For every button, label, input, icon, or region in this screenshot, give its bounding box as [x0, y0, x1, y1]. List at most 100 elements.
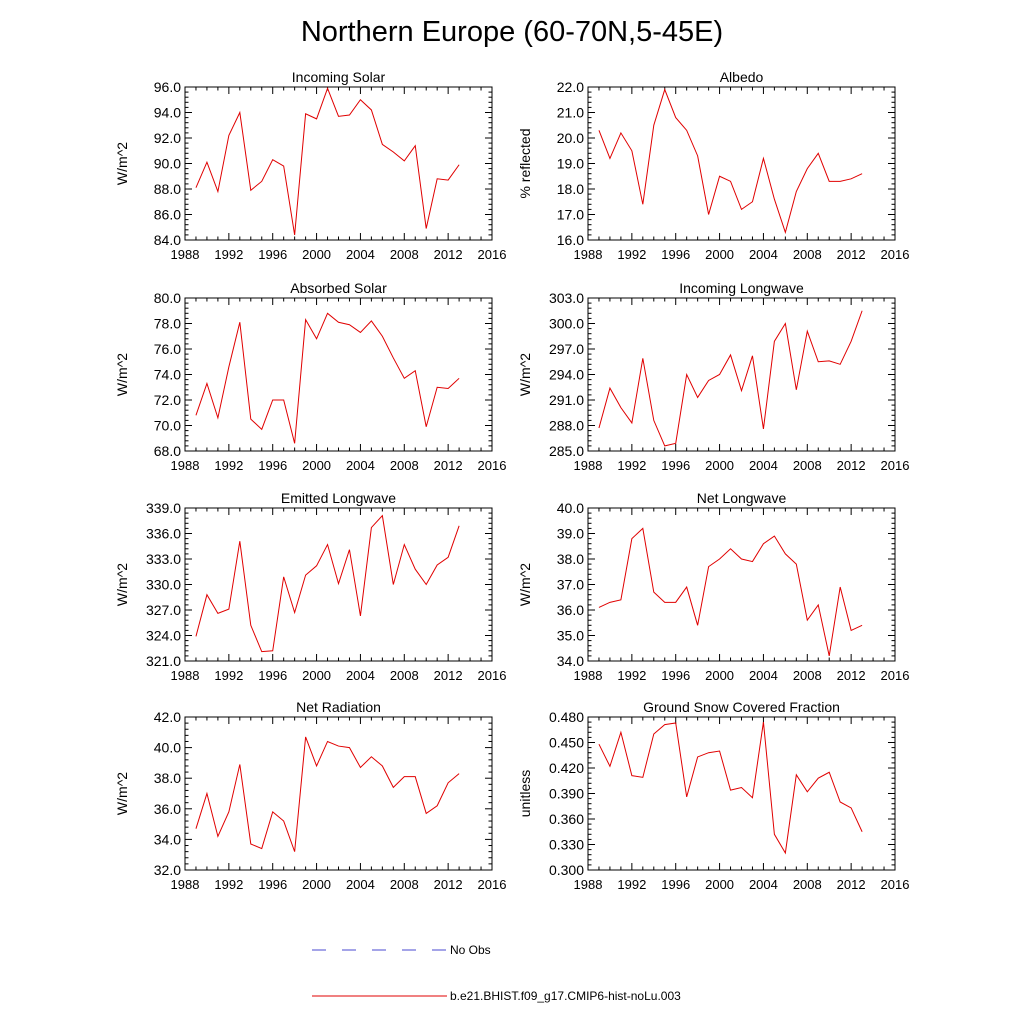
panel-5: Emitted Longwave W/m^2 1988 1992 1996 2000 200… [114, 490, 506, 683]
y-tick-label: 92.0 [154, 130, 181, 146]
y-tick-label: 36.0 [557, 602, 584, 618]
y-tick-label: 300.0 [549, 316, 584, 332]
x-tick-label: 2004 [346, 668, 375, 683]
x-tick-label: 1988 [171, 247, 200, 262]
y-axis-label: W/m^2 [114, 353, 130, 396]
panel-title: Incoming Solar [292, 69, 386, 85]
y-tick-label: 17.0 [557, 207, 584, 223]
x-tick-label: 2008 [390, 877, 419, 892]
legend-model-label: b.e21.BHIST.f09_g17.CMIP6-hist-noLu.003 [450, 989, 681, 1003]
y-tick-label: 19.0 [557, 156, 584, 172]
y-tick-label: 291.0 [549, 392, 584, 408]
y-tick-label: 35.0 [557, 628, 584, 644]
series-line [598, 722, 863, 855]
y-tick-label: 72.0 [154, 392, 181, 408]
y-tick-label: 339.0 [146, 500, 181, 516]
y-tick-label: 0.360 [549, 811, 584, 827]
x-tick-label: 2016 [881, 458, 910, 473]
x-tick-label: 1996 [661, 458, 690, 473]
x-tick-label: 2000 [302, 247, 331, 262]
series-line [598, 310, 863, 447]
x-tick-label: 1988 [171, 458, 200, 473]
x-tick-label: 2004 [749, 458, 778, 473]
panel-4: Incoming Longwave W/m^2 1988 1992 1996 2000 20… [517, 280, 909, 473]
x-tick-label: 2000 [705, 458, 734, 473]
plot-frame [587, 716, 896, 871]
panel-title: Net Radiation [296, 699, 381, 715]
x-tick-label: 1988 [171, 877, 200, 892]
x-tick-label: 2016 [478, 668, 507, 683]
y-tick-label: 86.0 [154, 207, 181, 223]
x-tick-label: 1996 [661, 668, 690, 683]
y-tick-label: 42.0 [154, 709, 181, 725]
y-tick-label: 39.0 [557, 526, 584, 542]
y-tick-label: 90.0 [154, 156, 181, 172]
x-tick-label: 2008 [793, 458, 822, 473]
y-axis-label: W/m^2 [517, 353, 533, 396]
x-tick-label: 2004 [346, 877, 375, 892]
panel-8: Ground Snow Covered Fraction unitless 1988… [517, 699, 909, 892]
y-tick-label: 0.300 [549, 862, 584, 878]
x-tick-label: 1996 [258, 877, 287, 892]
y-tick-label: 333.0 [146, 551, 181, 567]
x-tick-label: 2016 [478, 877, 507, 892]
x-tick-label: 2000 [705, 247, 734, 262]
x-tick-label: 2016 [478, 458, 507, 473]
x-tick-label: 2008 [793, 877, 822, 892]
x-tick-label: 2000 [302, 668, 331, 683]
y-tick-label: 294.0 [549, 367, 584, 383]
x-tick-label: 1992 [617, 877, 646, 892]
y-tick-label: 0.420 [549, 760, 584, 776]
y-tick-label: 36.0 [154, 801, 181, 817]
series-line [195, 736, 460, 852]
y-tick-label: 40.0 [557, 500, 584, 516]
x-tick-label: 1996 [258, 668, 287, 683]
y-axis-label: W/m^2 [114, 772, 130, 815]
y-axis-label: W/m^2 [114, 142, 130, 185]
x-tick-label: 2008 [390, 458, 419, 473]
x-tick-label: 2012 [837, 668, 866, 683]
x-tick-label: 1992 [617, 458, 646, 473]
y-tick-label: 21.0 [557, 105, 584, 121]
y-tick-label: 20.0 [557, 130, 584, 146]
x-tick-label: 2008 [390, 247, 419, 262]
y-tick-label: 76.0 [154, 341, 181, 357]
y-tick-label: 68.0 [154, 443, 181, 459]
y-tick-label: 34.0 [154, 831, 181, 847]
x-tick-label: 1988 [574, 458, 603, 473]
y-tick-label: 288.0 [549, 418, 584, 434]
y-tick-label: 88.0 [154, 181, 181, 197]
y-tick-label: 18.0 [557, 181, 584, 197]
x-tick-label: 2012 [837, 877, 866, 892]
panel-title: Ground Snow Covered Fraction [643, 699, 840, 715]
y-axis-label: W/m^2 [114, 563, 130, 606]
y-tick-label: 38.0 [557, 551, 584, 567]
plot-frame [184, 716, 493, 871]
panel-6: Net Longwave W/m^2 1988 1992 1996 2000 2004 200… [517, 490, 909, 683]
x-tick-label: 1992 [214, 877, 243, 892]
panel-title: Absorbed Solar [290, 280, 387, 296]
y-tick-label: 0.330 [549, 837, 584, 853]
x-tick-label: 1992 [617, 247, 646, 262]
y-tick-label: 80.0 [154, 290, 181, 306]
x-tick-label: 1996 [258, 458, 287, 473]
plot-frame [184, 297, 493, 452]
x-tick-label: 1988 [574, 668, 603, 683]
x-tick-label: 2004 [346, 247, 375, 262]
x-tick-label: 2012 [434, 877, 463, 892]
x-tick-label: 2012 [434, 668, 463, 683]
x-tick-label: 2012 [837, 247, 866, 262]
x-tick-label: 2000 [302, 877, 331, 892]
x-tick-label: 1992 [214, 247, 243, 262]
x-tick-label: 1992 [214, 458, 243, 473]
y-tick-label: 0.480 [549, 709, 584, 725]
y-tick-label: 34.0 [557, 653, 584, 669]
legend-obs-label: No Obs [450, 943, 491, 957]
x-tick-label: 1996 [661, 877, 690, 892]
series-line [195, 514, 460, 653]
figure-title: Northern Europe (60-70N,5-45E) [301, 16, 723, 48]
x-tick-label: 2012 [434, 458, 463, 473]
x-tick-label: 1988 [171, 668, 200, 683]
x-tick-label: 2012 [434, 247, 463, 262]
y-tick-label: 327.0 [146, 602, 181, 618]
